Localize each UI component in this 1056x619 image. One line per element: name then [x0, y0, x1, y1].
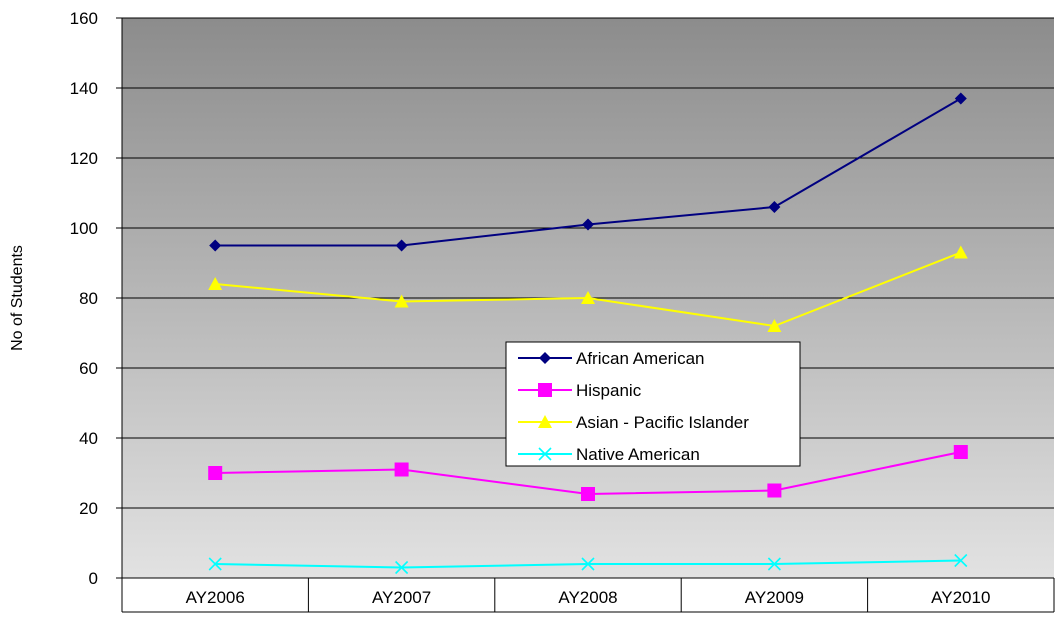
axes: 0 20 40 60 80 100 120 140 160 AY2006 AY2007 AY2008 A… — [70, 9, 1055, 613]
data-point-african-american — [768, 201, 781, 213]
legend-label-asian-pacific-islander: Asian - Pacific Islander — [576, 413, 749, 432]
data-point-asian-pacific-islander — [767, 319, 782, 332]
data-point-native-american — [581, 557, 595, 571]
data-point-hispanic — [581, 487, 595, 501]
legend-label-native-american: Native American — [576, 445, 700, 464]
y-tick-label: 100 — [70, 219, 98, 238]
x-tick-label: AY2007 — [372, 588, 431, 607]
legend-label-african-american: African American — [576, 349, 705, 368]
x-tick-label: AY2010 — [931, 588, 990, 607]
data-point-african-american — [395, 239, 408, 252]
x-tick-label: AY2008 — [558, 588, 617, 607]
x-tick-label: AY2009 — [745, 588, 804, 607]
legend-box — [505, 341, 801, 467]
data-point-african-american — [954, 92, 967, 105]
data-point-african-american — [209, 239, 222, 252]
data-point-hispanic — [767, 483, 782, 498]
y-tick-label: 0 — [89, 569, 98, 588]
y-tick-label: 60 — [79, 359, 98, 378]
data-point-native-american — [395, 560, 409, 575]
y-tick-label: 40 — [79, 429, 98, 448]
y-tick-label: 160 — [70, 9, 98, 28]
y-tick-label: 140 — [70, 79, 98, 98]
legend-marker-african-american — [539, 352, 551, 364]
data-point-asian-pacific-islander — [953, 245, 968, 259]
legend: African American Hispanic Asian - Pacific … — [505, 341, 801, 467]
y-tick-label: 80 — [79, 289, 98, 308]
data-point-african-american — [582, 218, 594, 231]
data-point-native-american — [208, 557, 222, 571]
series-lines — [208, 92, 968, 575]
legend-marker-hispanic — [538, 383, 552, 397]
x-tick-label: AY2006 — [186, 588, 245, 607]
y-tick-label: 120 — [70, 149, 98, 168]
data-point-native-american — [954, 553, 968, 568]
data-point-native-american — [767, 557, 781, 571]
data-point-hispanic — [953, 445, 968, 459]
legend-marker-asian-pacific-islander — [538, 415, 552, 428]
y-axis-title: No of Students — [9, 245, 26, 351]
y-tick-label: 20 — [79, 499, 98, 518]
data-point-hispanic — [394, 462, 409, 477]
data-point-asian-pacific-islander — [208, 277, 223, 290]
data-point-asian-pacific-islander — [581, 291, 595, 304]
data-point-hispanic — [208, 466, 223, 480]
legend-label-hispanic: Hispanic — [576, 381, 642, 400]
data-point-asian-pacific-islander — [394, 294, 409, 308]
legend-marker-native-american — [538, 447, 552, 461]
